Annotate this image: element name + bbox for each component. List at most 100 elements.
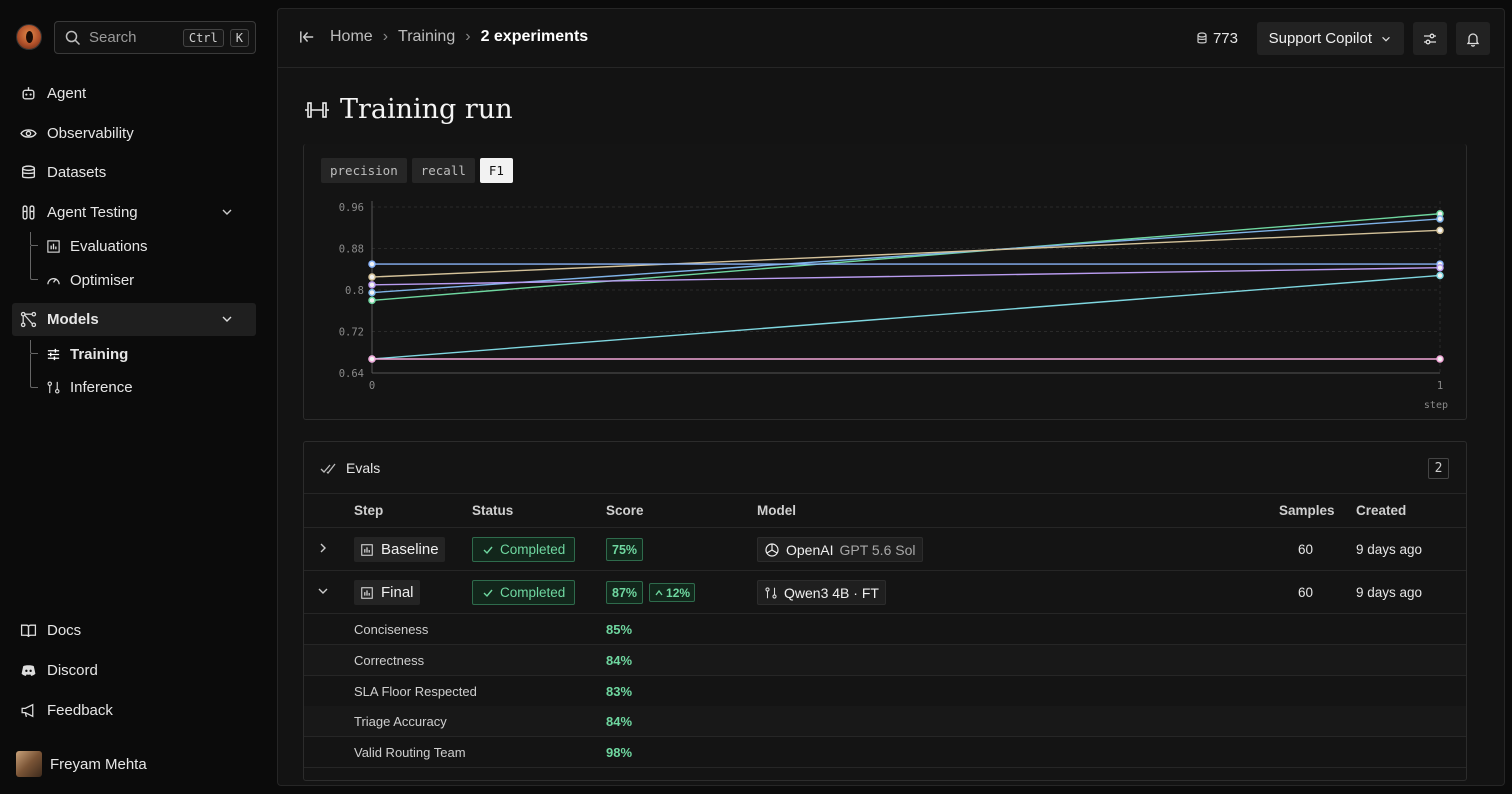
sidebar-item-agent[interactable]: Agent — [12, 77, 256, 109]
eval-criterion-score: 98% — [606, 745, 633, 760]
x-axis-label: step — [1424, 400, 1448, 411]
status-badge: Completed — [472, 580, 576, 605]
data-point — [368, 296, 376, 305]
sidebar-item-optimiser[interactable]: Optimiser — [46, 266, 256, 294]
eval-criterion-score: 84% — [606, 714, 633, 729]
openai-icon — [765, 542, 779, 557]
shortcut-k-key: K — [229, 28, 249, 47]
y-tick-label: 0.72 — [339, 327, 364, 339]
breadcrumb-home[interactable]: Home — [330, 28, 373, 45]
breadcrumb: Home › Training › 2 experiments — [298, 28, 588, 46]
sidebar-item-docs[interactable]: Docs — [12, 614, 256, 646]
inference-icon — [765, 586, 777, 599]
chevron-right-icon: › — [382, 28, 389, 45]
sidebar-item-discord[interactable]: Discord — [12, 654, 256, 686]
score-badge: 75% — [606, 538, 644, 561]
eval-criterion-name: Conciseness — [354, 622, 429, 637]
user-profile[interactable]: Freyam Mehta — [16, 751, 147, 777]
evals-card: Evals 2 Step Status Score Model Samples … — [303, 441, 1467, 781]
inference-icon — [47, 381, 60, 393]
samples-value: 60 — [1298, 542, 1314, 557]
gauge-icon — [47, 277, 60, 284]
table-row[interactable]: Final Completed 87% 12% Qwen3 4B — [304, 571, 1466, 614]
created-value: 9 days ago — [1356, 585, 1423, 600]
y-tick-label: 0.8 — [345, 285, 364, 297]
megaphone-icon — [21, 703, 34, 717]
tab-precision[interactable]: precision — [321, 158, 407, 183]
column-header-status[interactable]: Status — [472, 503, 514, 518]
breadcrumb-training[interactable]: Training — [398, 28, 456, 45]
sidebar-item-datasets[interactable]: Datasets — [12, 156, 256, 188]
column-header-step[interactable]: Step — [354, 503, 384, 518]
bar-chart-icon — [361, 586, 373, 599]
table-row[interactable]: Baseline Completed 75% OpenAI GPT 5.6 So… — [304, 528, 1466, 571]
sidebar: Search Ctrl K Agent Observability Datase… — [0, 0, 268, 794]
eval-criterion-name: Valid Routing Team — [354, 745, 466, 760]
notifications-button[interactable] — [1456, 22, 1490, 55]
sliders-icon — [1424, 33, 1436, 44]
search-label: Search — [89, 29, 137, 46]
x-tick-label: 1 — [1437, 380, 1443, 392]
column-header-model[interactable]: Model — [757, 503, 796, 518]
tree-connector — [30, 246, 38, 280]
eval-criterion-name: Correctness — [354, 653, 425, 668]
sliders-icon — [47, 348, 60, 360]
chevron-down-icon[interactable] — [220, 312, 234, 326]
status-text: Completed — [500, 542, 566, 557]
data-point — [1436, 355, 1444, 363]
bell-icon — [1466, 32, 1480, 47]
tab-f1[interactable]: F1 — [479, 158, 513, 183]
y-tick-label: 0.64 — [339, 368, 364, 380]
sidebar-item-feedback[interactable]: Feedback — [12, 694, 256, 726]
collapse-sidebar-icon[interactable] — [298, 28, 316, 46]
robot-icon — [22, 86, 35, 100]
collapse-row-button[interactable] — [316, 584, 330, 598]
eye-icon — [20, 128, 37, 138]
settings-sliders-button[interactable] — [1413, 22, 1447, 55]
step-name: Final — [381, 584, 414, 601]
search-input[interactable]: Search Ctrl K — [54, 21, 256, 54]
evals-header: Evals — [304, 442, 1466, 494]
expand-row-button[interactable] — [316, 541, 330, 555]
sidebar-item-models[interactable]: Models — [12, 303, 256, 336]
book-open-icon — [20, 624, 37, 637]
eval-breakdown-row: Valid Routing Team 98% — [304, 737, 1466, 768]
metrics-chart-card: precision recall F1 0.96 0.88 0.8 0.72 0.64 0… — [303, 144, 1467, 420]
chevron-down-icon[interactable] — [220, 205, 234, 219]
f1-line-chart: 0.96 0.88 0.8 0.72 0.64 0 1 step — [339, 201, 1448, 411]
model-name: GPT 5.6 Sol — [839, 541, 916, 558]
step-pill: Baseline — [354, 537, 445, 562]
eval-breakdown-row: SLA Floor Respected 83% — [304, 676, 1466, 707]
double-check-icon — [320, 463, 336, 474]
breadcrumb-current: 2 experiments — [480, 28, 589, 45]
eval-criterion-score: 85% — [606, 622, 633, 637]
sidebar-item-observability[interactable]: Observability — [12, 117, 256, 149]
sidebar-item-label: Optimiser — [70, 271, 135, 289]
data-point — [368, 355, 376, 363]
status-text: Completed — [500, 585, 566, 600]
data-point — [1436, 271, 1444, 280]
tab-recall[interactable]: recall — [411, 158, 475, 183]
sidebar-item-label: Discord — [47, 661, 98, 679]
column-header-created[interactable]: Created — [1356, 503, 1407, 518]
model-pill: Qwen3 4B · FT — [757, 580, 886, 605]
sidebar-item-label: Datasets — [47, 163, 107, 181]
score-delta-badge: 12% — [649, 583, 696, 602]
sidebar-item-agent-testing[interactable]: Agent Testing — [12, 196, 256, 228]
user-name: Freyam Mehta — [50, 755, 147, 773]
model-pill: OpenAI GPT 5.6 Sol — [757, 537, 923, 562]
x-tick-label: 0 — [369, 380, 375, 392]
sidebar-item-inference[interactable]: Inference — [46, 373, 256, 401]
sidebar-item-training[interactable]: Training — [46, 340, 256, 368]
project-selector[interactable]: Support Copilot — [1256, 22, 1404, 55]
credits-counter: 773 — [1195, 30, 1238, 47]
project-name: Support Copilot — [1268, 30, 1372, 47]
app-logo[interactable] — [16, 24, 42, 50]
data-point — [1436, 263, 1444, 272]
column-header-score[interactable]: Score — [606, 503, 644, 518]
eval-criterion-name: SLA Floor Respected — [354, 684, 477, 699]
series-line — [371, 213, 1441, 302]
column-header-samples[interactable]: Samples — [1279, 503, 1335, 518]
sidebar-item-evaluations[interactable]: Evaluations — [46, 232, 256, 260]
chevron-right-icon — [320, 543, 326, 553]
